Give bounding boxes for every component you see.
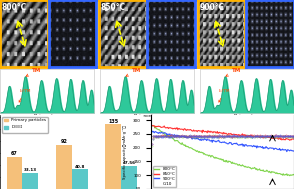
Text: 92: 92 [60,139,67,144]
Text: 800°C: 800°C [2,3,27,12]
Text: TM: TM [126,68,141,76]
Text: 40.8: 40.8 [74,165,85,169]
X-axis label: Distance/nm: Distance/nm [134,114,160,118]
Y-axis label: Specific capacity（mAh·g⁻¹）: Specific capacity（mAh·g⁻¹） [123,125,127,179]
Bar [56,145,72,189]
Text: 850°C: 850°C [101,3,126,12]
Text: TM: TM [226,68,241,76]
Text: 33.13: 33.13 [24,168,37,172]
Text: 135: 135 [108,119,118,124]
Bar [121,166,137,189]
Bar [72,170,88,189]
Text: TM: TM [26,68,41,76]
Bar [6,157,22,189]
Legend: Primary particles, D$_{(003)}$: Primary particles, D$_{(003)}$ [2,117,48,133]
Text: 47.56: 47.56 [123,161,136,166]
Text: 900°C: 900°C [200,3,225,12]
Legend: 800°C, 850°C, 900°C, C/10: 800°C, 850°C, 900°C, C/10 [153,166,176,187]
Bar [105,124,121,189]
Text: Li/TM: Li/TM [19,89,31,102]
Bar [22,173,38,189]
X-axis label: Distance/nm: Distance/nm [234,114,260,118]
Text: 67: 67 [11,151,18,156]
Text: Li/TM: Li/TM [219,89,230,102]
X-axis label: Distance/nm: Distance/nm [34,114,60,118]
